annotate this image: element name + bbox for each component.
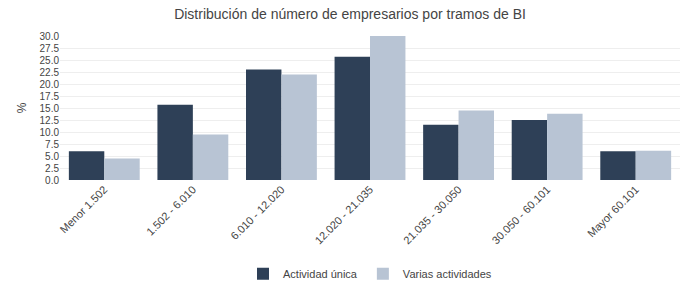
svg-text:Mayor 60.101: Mayor 60.101 (585, 183, 641, 239)
svg-text:7.5: 7.5 (45, 139, 59, 150)
svg-text:Menor 1.502: Menor 1.502 (57, 183, 109, 235)
svg-text:Distribución de número de empr: Distribución de número de empresarios po… (174, 6, 526, 22)
svg-text:21.035 - 30.050: 21.035 - 30.050 (401, 183, 464, 246)
svg-text:17.5: 17.5 (40, 91, 60, 102)
svg-text:6.010 - 12.020: 6.010 - 12.020 (228, 183, 287, 242)
svg-text:0.0: 0.0 (45, 175, 59, 186)
svg-text:22.5: 22.5 (40, 67, 60, 78)
svg-text:1.502 - 6.010: 1.502 - 6.010 (144, 183, 198, 237)
svg-text:12.5: 12.5 (40, 115, 60, 126)
svg-text:Actividad única: Actividad única (283, 268, 358, 280)
svg-text:30.0: 30.0 (40, 31, 60, 42)
svg-text:27.5: 27.5 (40, 43, 60, 54)
svg-text:12.020 - 21.035: 12.020 - 21.035 (312, 183, 375, 246)
svg-text:2.5: 2.5 (45, 163, 59, 174)
svg-text:30.050 - 60.101: 30.050 - 60.101 (489, 183, 552, 246)
svg-text:25.0: 25.0 (40, 55, 60, 66)
svg-text:10.0: 10.0 (40, 127, 60, 138)
svg-text:15.0: 15.0 (40, 103, 60, 114)
svg-text:5.0: 5.0 (45, 151, 59, 162)
svg-text:Varias actividades: Varias actividades (403, 268, 492, 280)
svg-text:%: % (15, 102, 29, 113)
svg-text:20.0: 20.0 (40, 79, 60, 90)
